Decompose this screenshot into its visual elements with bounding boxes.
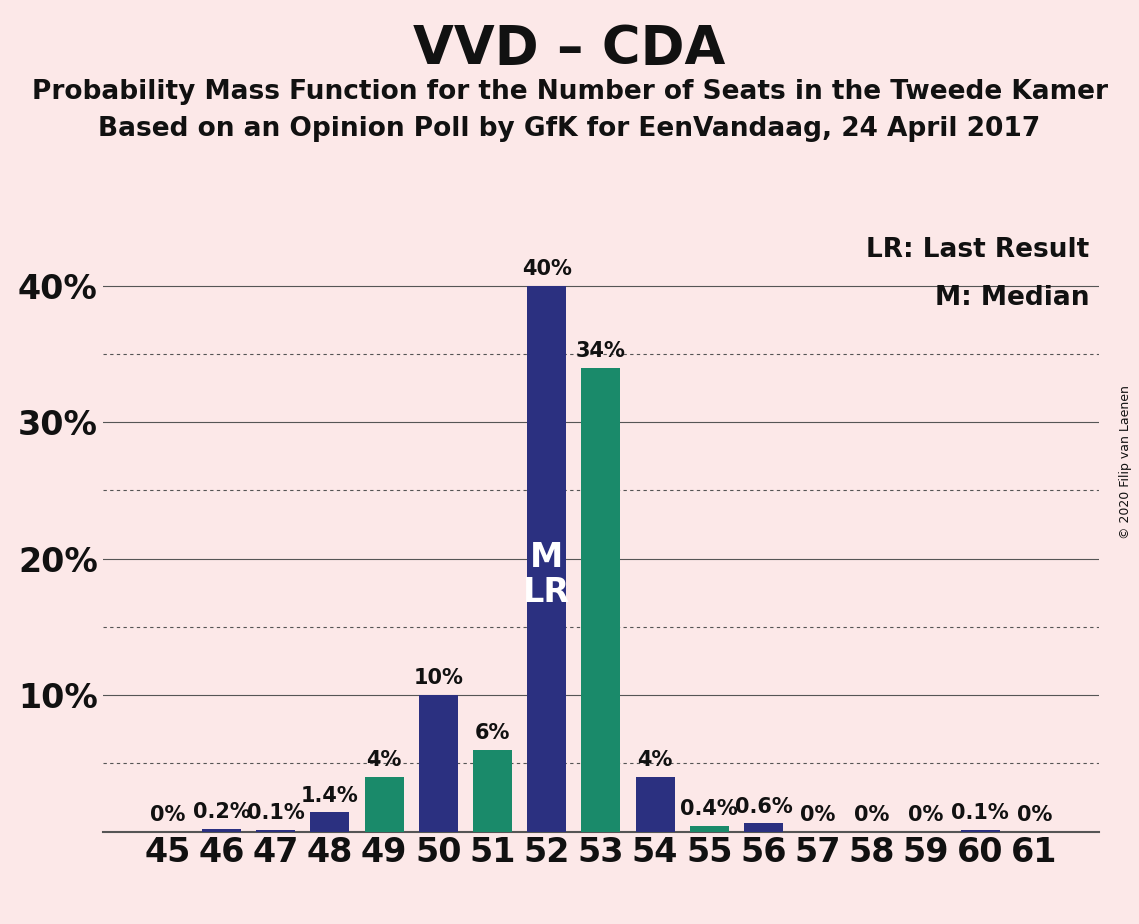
Text: 40%: 40% (522, 259, 572, 279)
Text: 0.1%: 0.1% (951, 803, 1009, 823)
Text: M
LR: M LR (523, 541, 571, 609)
Text: VVD – CDA: VVD – CDA (413, 23, 726, 75)
Bar (310, 812, 350, 832)
Text: 6%: 6% (475, 723, 510, 743)
Text: LR: Last Result: LR: Last Result (866, 237, 1089, 263)
Text: Based on an Opinion Poll by GfK for EenVandaag, 24 April 2017: Based on an Opinion Poll by GfK for EenV… (98, 116, 1041, 141)
Text: 0%: 0% (800, 805, 835, 825)
Bar (636, 777, 674, 832)
Text: 1.4%: 1.4% (301, 785, 359, 806)
Bar (581, 368, 621, 832)
Bar (202, 829, 241, 832)
Text: © 2020 Filip van Laenen: © 2020 Filip van Laenen (1118, 385, 1132, 539)
Bar (960, 831, 1000, 832)
Text: 0%: 0% (149, 805, 185, 825)
Bar (364, 777, 403, 832)
Text: 4%: 4% (638, 750, 673, 771)
Text: 0%: 0% (854, 805, 890, 825)
Text: 4%: 4% (367, 750, 402, 771)
Text: 0.1%: 0.1% (247, 803, 304, 823)
Text: Probability Mass Function for the Number of Seats in the Tweede Kamer: Probability Mass Function for the Number… (32, 79, 1107, 104)
Bar (690, 826, 729, 832)
Text: 0%: 0% (1017, 805, 1052, 825)
Text: 0.2%: 0.2% (192, 802, 251, 822)
Text: M: Median: M: Median (935, 285, 1089, 311)
Text: 10%: 10% (413, 668, 464, 688)
Bar (527, 286, 566, 832)
Text: 0.4%: 0.4% (680, 799, 738, 820)
Bar (473, 749, 511, 832)
Text: 34%: 34% (576, 341, 625, 360)
Bar (744, 823, 782, 832)
Text: 0%: 0% (908, 805, 943, 825)
Bar (419, 695, 458, 832)
Bar (256, 831, 295, 832)
Text: 0.6%: 0.6% (735, 796, 793, 817)
